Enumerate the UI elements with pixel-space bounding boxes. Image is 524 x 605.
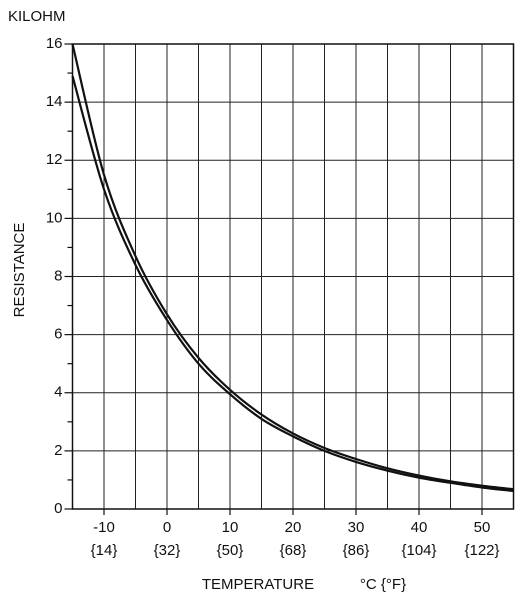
chart-title: KILOHM xyxy=(8,8,66,25)
x-axis-label: TEMPERATURE xyxy=(202,576,314,593)
x-tick-secondary-label: {50} xyxy=(217,542,244,559)
plot-frame xyxy=(71,43,515,510)
y-tick-label: 14 xyxy=(46,93,63,110)
y-tick-label: 16 xyxy=(46,35,63,52)
y-tick-label: 6 xyxy=(54,326,62,343)
y-tick-label: 4 xyxy=(54,384,62,401)
curve xyxy=(71,75,514,493)
curve xyxy=(71,43,514,491)
x-tick-secondary-label: {104} xyxy=(401,542,436,559)
x-tick-label: 50 xyxy=(474,519,491,536)
x-tick-label: 20 xyxy=(285,519,302,536)
x-tick-label: -10 xyxy=(93,519,115,536)
x-axis-unit: °C {°F} xyxy=(360,576,406,593)
x-tick-secondary-label: {86} xyxy=(343,542,370,559)
x-tick-label: 10 xyxy=(222,519,239,536)
y-axis-label: RESISTANCE xyxy=(11,223,28,318)
y-tick-label: 8 xyxy=(54,267,62,284)
y-tick-label: 2 xyxy=(54,442,62,459)
x-tick-secondary-label: {32} xyxy=(154,542,181,559)
x-tick-label: 0 xyxy=(163,519,171,536)
x-tick-label: 40 xyxy=(411,519,428,536)
x-tick-secondary-label: {68} xyxy=(280,542,307,559)
x-tick-secondary-label: {122} xyxy=(464,542,499,559)
x-tick-label: 30 xyxy=(348,519,365,536)
y-tick-label: 10 xyxy=(46,209,63,226)
x-tick-secondary-label: {14} xyxy=(91,542,118,559)
y-tick-label: 12 xyxy=(46,151,63,168)
y-tick-label: 0 xyxy=(54,500,62,517)
